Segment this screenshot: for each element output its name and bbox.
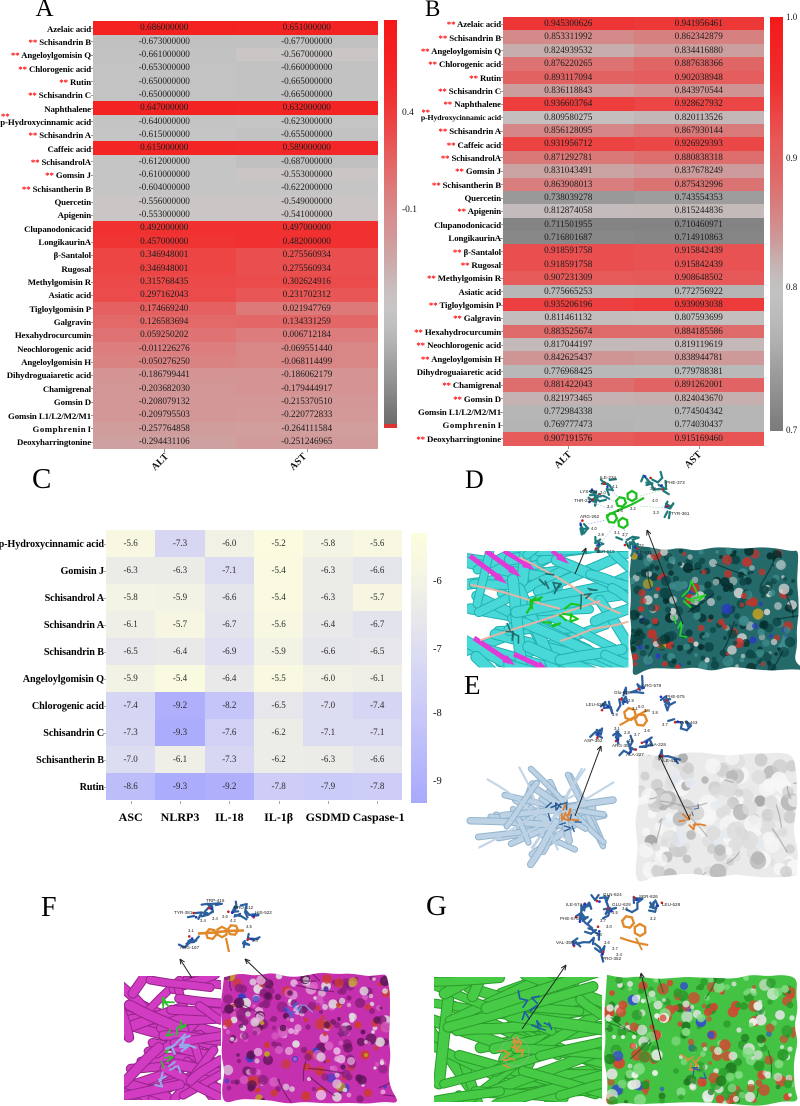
svg-text:2.9: 2.9	[628, 698, 634, 703]
svg-text:HIS-522: HIS-522	[255, 910, 272, 915]
svg-text:ALA-227: ALA-227	[626, 752, 644, 757]
svg-text:3.8: 3.8	[650, 486, 656, 491]
svg-text:3.6: 3.6	[622, 906, 628, 911]
svg-text:3.7: 3.7	[634, 732, 640, 737]
svg-text:2.6: 2.6	[617, 508, 623, 513]
svg-text:4.0: 4.0	[652, 498, 658, 503]
svg-text:LEU-628: LEU-628	[586, 702, 605, 707]
svg-text:LYS-232: LYS-232	[580, 489, 598, 494]
svg-text:3.9: 3.9	[612, 712, 618, 717]
svg-text:3.6: 3.6	[596, 932, 602, 937]
svg-text:3.7: 3.7	[622, 532, 628, 537]
svg-text:5.0: 5.0	[638, 704, 644, 709]
svg-text:THR-232: THR-232	[574, 498, 593, 503]
svg-text:3.1: 3.1	[614, 530, 620, 535]
svg-text:ILE-411: ILE-411	[662, 758, 678, 763]
svg-text:PHE-373: PHE-373	[666, 480, 685, 485]
svg-text:PRO-352: PRO-352	[602, 956, 622, 961]
svg-text:3.7: 3.7	[662, 722, 668, 727]
svg-text:ARG-262: ARG-262	[580, 514, 600, 519]
svg-text:3.6: 3.6	[604, 940, 610, 945]
svg-text:LEU-628: LEU-628	[662, 902, 681, 907]
svg-text:3.6: 3.6	[222, 914, 228, 919]
svg-text:3.8: 3.8	[652, 710, 658, 715]
svg-text:3.6: 3.6	[644, 728, 650, 733]
svg-text:3.4: 3.4	[644, 708, 650, 713]
svg-text:ALA-228: ALA-228	[648, 742, 666, 747]
svg-text:3.2: 3.2	[630, 506, 636, 511]
svg-text:3.4: 3.4	[252, 938, 258, 943]
svg-text:VAL-353: VAL-353	[556, 940, 574, 945]
svg-text:ILE-234: ILE-234	[600, 475, 617, 480]
svg-text:3.5: 3.5	[612, 910, 618, 915]
svg-text:TRP-416: TRP-416	[206, 898, 225, 903]
svg-text:PHE-575: PHE-575	[666, 694, 685, 699]
svg-text:TYR-381: TYR-381	[174, 910, 193, 915]
svg-text:4.5: 4.5	[628, 738, 634, 743]
svg-text:3.2: 3.2	[650, 916, 656, 921]
svg-text:3.7: 3.7	[600, 918, 606, 923]
svg-text:PHE-575: PHE-575	[560, 916, 579, 921]
svg-text:3.4: 3.4	[200, 918, 206, 923]
svg-text:3.1: 3.1	[632, 706, 638, 711]
svg-text:4.0: 4.0	[591, 526, 597, 531]
svg-text:HIS-522: HIS-522	[627, 543, 644, 548]
svg-text:ARG-351: ARG-351	[612, 743, 632, 748]
svg-text:GLN-624: GLN-624	[603, 892, 622, 897]
svg-text:4.2: 4.2	[230, 918, 236, 923]
svg-text:3.1: 3.1	[614, 726, 620, 731]
svg-text:3.4: 3.4	[607, 504, 613, 509]
svg-text:2.9: 2.9	[598, 532, 604, 537]
svg-text:3.0: 3.0	[606, 924, 612, 929]
svg-text:SER-626: SER-626	[639, 894, 658, 899]
svg-text:Glu-629: Glu-629	[614, 690, 631, 695]
svg-text:2.8: 2.8	[624, 730, 630, 735]
svg-text:3.3: 3.3	[653, 510, 659, 515]
svg-text:3.4: 3.4	[212, 916, 218, 921]
svg-text:TYR-361: TYR-361	[671, 511, 690, 516]
svg-text:SER-519: SER-519	[596, 549, 615, 554]
svg-text:ASP-362: ASP-362	[584, 738, 603, 743]
svg-text:GLU-629: GLU-629	[612, 902, 631, 907]
svg-text:ILE-521: ILE-521	[636, 550, 653, 555]
svg-text:3.1: 3.1	[188, 928, 194, 933]
svg-text:ARG-167: ARG-167	[180, 945, 200, 950]
svg-text:TYR-443: TYR-443	[679, 720, 698, 725]
svg-text:PRO-412: PRO-412	[234, 905, 254, 910]
svg-text:3.0: 3.0	[600, 490, 606, 495]
svg-text:ILE-574: ILE-574	[566, 902, 583, 907]
svg-text:3.4: 3.4	[616, 952, 622, 957]
svg-text:4.1: 4.1	[612, 484, 618, 489]
svg-text:4.5: 4.5	[246, 924, 252, 929]
svg-text:ARG-578: ARG-578	[642, 683, 662, 688]
svg-text:3.7: 3.7	[612, 946, 618, 951]
